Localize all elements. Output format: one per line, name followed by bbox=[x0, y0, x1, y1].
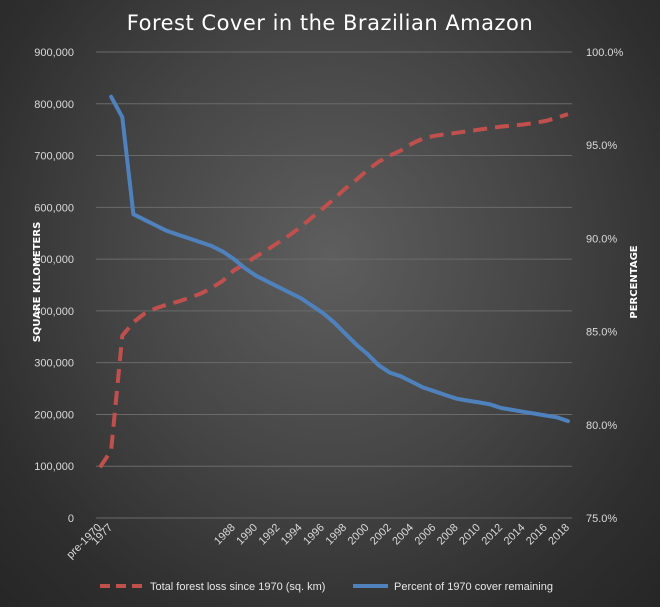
y-axis-right-title: PERCENTAGE bbox=[629, 245, 640, 318]
y-left-tick-label: 600,000 bbox=[34, 202, 74, 214]
y-left-tick-label: 100,000 bbox=[34, 461, 74, 473]
y-axis-left-ticks: 0 100,000 200,000 300,000 400,000 500,000 600,… bbox=[34, 47, 74, 525]
y-axis-right-ticks: 75.0% 80.0% 85.0% 90.0% 95.0% 100.0% bbox=[586, 47, 624, 525]
y-left-tick-label: 700,000 bbox=[34, 151, 74, 163]
x-tick-label: 2008 bbox=[435, 522, 461, 548]
x-tick-label: 2018 bbox=[546, 522, 572, 548]
x-tick-label: 1996 bbox=[301, 522, 327, 548]
x-tick-label: 1998 bbox=[323, 522, 349, 548]
legend-label-cover-remaining: Percent of 1970 cover remaining bbox=[394, 581, 553, 593]
y-right-tick-label: 95.0% bbox=[586, 140, 617, 152]
x-tick-label: 1994 bbox=[279, 522, 305, 548]
x-tick-label: 2006 bbox=[413, 522, 439, 548]
x-tick-label: 2004 bbox=[390, 522, 416, 548]
y-left-tick-label: 300,000 bbox=[34, 358, 74, 370]
y-left-tick-label: 400,000 bbox=[34, 306, 74, 318]
x-tick-label: 2012 bbox=[479, 522, 505, 548]
y-right-tick-label: 90.0% bbox=[586, 233, 617, 245]
x-tick-label: 1990 bbox=[234, 522, 260, 548]
x-tick-label: 2016 bbox=[524, 522, 550, 548]
y-right-tick-label: 100.0% bbox=[586, 47, 624, 59]
gridlines bbox=[96, 51, 572, 519]
x-tick-label: 2000 bbox=[346, 522, 372, 548]
series-layer bbox=[98, 94, 570, 469]
chart-title: Forest Cover in the Brazilian Amazon bbox=[127, 11, 533, 35]
legend-label-forest-loss: Total forest loss since 1970 (sq. km) bbox=[150, 581, 325, 593]
y-left-tick-label: 800,000 bbox=[34, 99, 74, 111]
legend: Total forest loss since 1970 (sq. km) Pe… bbox=[100, 581, 553, 593]
x-tick-label: 2002 bbox=[368, 522, 394, 548]
y-left-tick-label: 200,000 bbox=[34, 409, 74, 421]
y-left-tick-label: 500,000 bbox=[34, 254, 74, 266]
y-left-tick-label: 900,000 bbox=[34, 47, 74, 59]
y-right-tick-label: 85.0% bbox=[586, 327, 617, 339]
series-line-forest-loss bbox=[98, 112, 569, 469]
y-right-tick-label: 80.0% bbox=[586, 420, 617, 432]
x-tick-label: 1988 bbox=[212, 522, 238, 548]
series-line-cover-remaining bbox=[109, 94, 570, 424]
x-tick-label: 1992 bbox=[257, 522, 283, 548]
y-axis-left-title: SQUARE KILOMETERS bbox=[32, 222, 43, 343]
y-left-tick-label: 0 bbox=[68, 513, 74, 525]
x-tick-label: 2014 bbox=[502, 522, 528, 548]
y-right-tick-label: 75.0% bbox=[586, 513, 617, 525]
x-tick-label: 2010 bbox=[457, 522, 483, 548]
